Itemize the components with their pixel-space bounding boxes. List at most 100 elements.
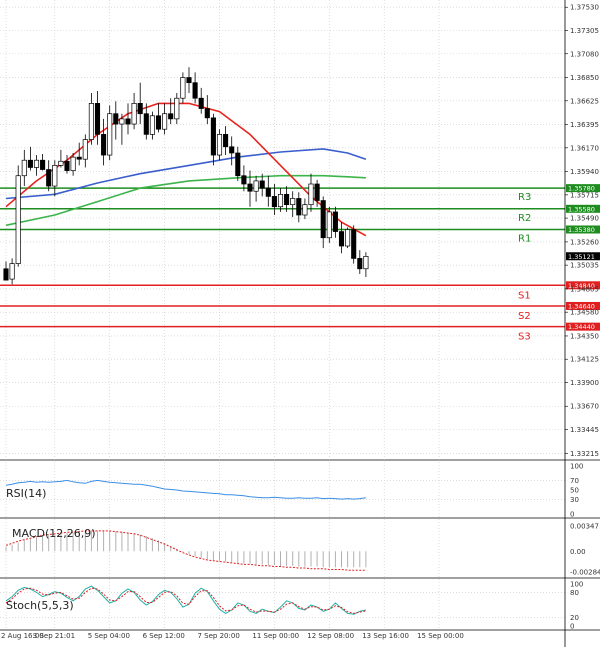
candle-body [216,134,223,156]
candle [70,152,76,176]
candle [186,67,192,94]
candle-body [137,103,143,115]
rsi-tick-label: 0 [570,511,574,519]
candle-body [223,134,229,148]
price-axis: 1.37530 1.37305 1.37080 1.36850 1.36625 1.363… [564,0,600,647]
candle-body [253,180,259,192]
candle [308,173,314,212]
grid-lines [0,0,600,630]
candle [149,111,155,140]
candle [351,225,357,264]
candle-body [88,103,94,140]
candle-body [326,211,332,239]
candle [326,206,332,243]
level-name-r3: R3 [518,192,531,203]
candle [259,173,265,197]
candle [290,191,296,218]
candle [284,186,290,212]
level-name-s3: S3 [518,332,531,343]
candle [198,87,204,114]
candle [253,175,259,202]
macd-signal-line [5,530,366,571]
price-tick-label: 1.35035 [570,262,599,270]
price-tick-label: 1.36850 [570,74,599,82]
candle-body [290,198,296,206]
candle [223,126,229,156]
candle-body [259,180,265,189]
time-tick-label: 15 Sep 00:00 [417,632,464,640]
candle-body [76,156,82,160]
candle [137,82,143,125]
candle [216,129,223,161]
rsi-label: RSI(14) [6,487,46,500]
candle-body [107,113,113,156]
candle [162,103,168,135]
candle [40,154,46,171]
candle-body [180,77,186,99]
candle [241,165,247,192]
candle [107,105,113,161]
candle-body [3,268,9,281]
candle-body [15,175,21,264]
candle [204,95,210,125]
candle-body [198,97,204,109]
macd-tick-label: 0.00347 [570,523,599,531]
level-name-r1: R1 [518,233,531,244]
stoch-d-line [5,587,366,614]
price-tick-label: 1.35940 [570,168,599,176]
candle [235,146,241,181]
candle-body [155,115,162,130]
price-tick-label: 1.33215 [570,450,599,458]
price-tick-label: 1.35715 [570,191,599,199]
rsi-line [5,479,366,500]
candle-body [174,97,180,120]
level-price-tag [566,225,600,234]
candle-body [229,146,235,154]
candle-body [314,183,320,201]
candle-body [277,193,284,208]
candle [82,134,88,168]
time-tick-label: 3 Sep 21:01 [33,632,75,640]
candle [143,103,149,140]
time-tick-label: 7 Sep 20:00 [198,632,240,640]
price-tick-label: 1.33900 [570,379,599,387]
candle [119,113,125,145]
rsi-tick-label: 100 [570,463,583,471]
candle [101,118,107,166]
candle-body [119,118,125,125]
candle [131,93,137,130]
candle-body [271,196,277,208]
candle [46,160,52,192]
candle [357,250,363,274]
current-price-label: 1.35121 [568,253,595,261]
time-axis: 2 Aug 16:003 Sep 21:01 5 Sep 04:00 6 Sep 1… [0,629,600,640]
candle [296,192,302,223]
candle-body [302,204,308,216]
level-price-tag [566,301,600,310]
candle-body [338,231,345,247]
time-tick-label: 5 Sep 04:00 [88,632,130,640]
candle-body [125,118,131,125]
level-price-tag [566,281,600,290]
price-tick-label: 1.37305 [570,27,599,35]
candle [21,149,27,187]
candle [76,142,82,166]
candle-body [186,77,192,84]
level-price-tag [566,204,600,213]
price-tick-label: 1.34350 [570,332,599,340]
candle [94,90,101,145]
candle [338,222,345,254]
price-tick-label: 1.37080 [570,50,599,58]
candle [210,113,216,166]
price-tick-label: 1.34125 [570,356,599,364]
level-price-label: 1.35580 [568,205,595,213]
candle [9,258,15,285]
candle-body [46,169,52,187]
candle [180,72,186,104]
candle-body [284,193,290,206]
candle-body [363,256,369,270]
candle [15,165,21,267]
level-name-s2: S2 [518,311,531,322]
